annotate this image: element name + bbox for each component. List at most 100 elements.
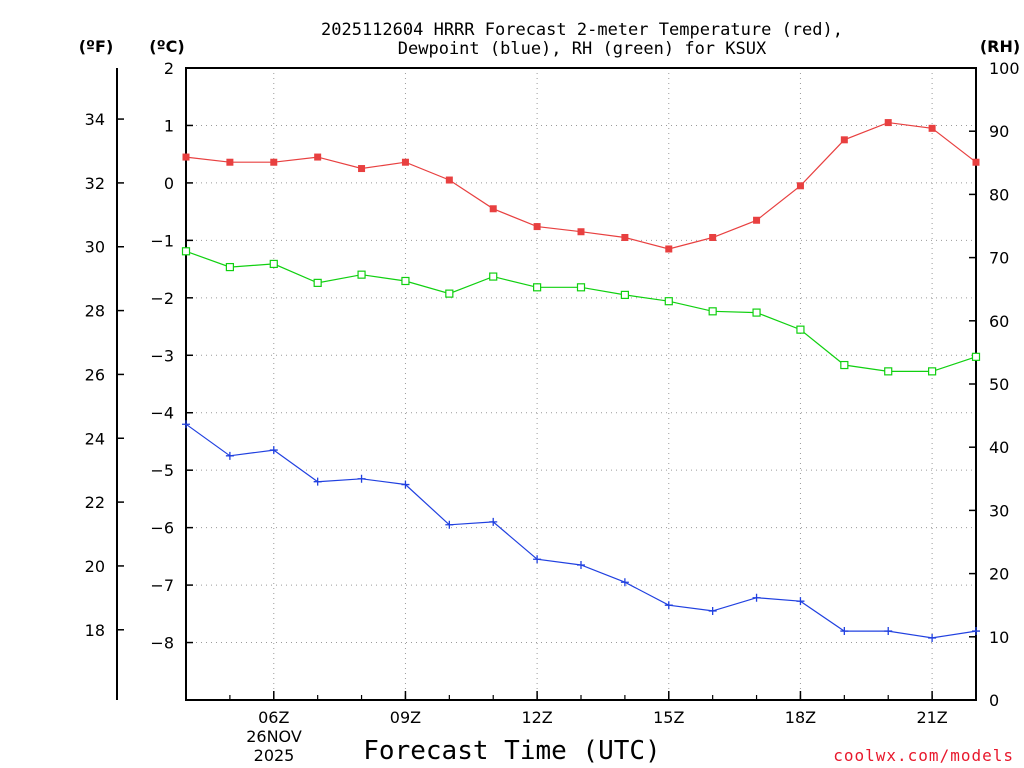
x-tick-label: 12Z: [521, 708, 552, 727]
rh-marker: [620, 290, 629, 299]
celsius-tick-label: −5: [150, 461, 174, 480]
dewpoint-marker: [664, 601, 673, 610]
x-tick-label: 21Z: [916, 708, 947, 727]
celsius-tick-label: 0: [164, 174, 174, 193]
celsius-tick-label: −7: [150, 576, 174, 595]
rh-tick-label: 40: [989, 438, 1009, 457]
rh-marker: [708, 307, 717, 316]
temperature-marker: [840, 136, 848, 144]
fahrenheit-tick-label: 34: [85, 110, 105, 129]
temperature-marker: [796, 182, 804, 190]
dewpoint-marker: [796, 597, 805, 606]
dewpoint-marker: [972, 627, 980, 636]
date-year-label: 2025: [254, 746, 295, 765]
temperature-marker: [182, 153, 190, 161]
temperature-marker: [709, 233, 717, 241]
temperature-marker: [972, 158, 980, 166]
rh-marker: [357, 270, 366, 279]
date-day-label: 26NOV: [246, 727, 302, 746]
rh-marker: [225, 262, 234, 272]
fahrenheit-tick-label: 18: [85, 621, 105, 640]
temperature-marker: [314, 153, 322, 161]
temperature-marker: [621, 233, 629, 241]
x-tick-label: 06Z: [258, 708, 289, 727]
rh-tick-label: 50: [989, 375, 1009, 394]
fahrenheit-tick-label: 28: [85, 302, 105, 321]
rh-marker: [664, 297, 673, 306]
dewpoint-marker: [357, 474, 366, 483]
temperature-marker: [928, 124, 936, 132]
celsius-tick-label: −8: [150, 634, 174, 653]
rh-line: [185, 250, 977, 372]
celsius-tick-label: 2: [164, 59, 174, 78]
rh-tick-label: 10: [989, 628, 1009, 647]
rh-tick-label: 100: [989, 59, 1020, 78]
rh-tick-label: 60: [989, 312, 1009, 331]
dewpoint-marker: [533, 555, 542, 564]
dewpoint-marker: [313, 477, 322, 486]
temperature-marker: [533, 223, 541, 231]
temperature-marker: [226, 158, 234, 166]
fahrenheit-tick-label: 20: [85, 557, 105, 576]
rh-marker: [840, 360, 849, 370]
temperature-marker: [665, 245, 673, 253]
series-rh: [181, 247, 981, 376]
dewpoint-marker: [884, 627, 893, 636]
celsius-tick-label: −6: [150, 519, 174, 538]
temperature-marker: [884, 119, 892, 127]
rh-marker: [928, 367, 937, 376]
dewpoint-marker: [708, 606, 717, 615]
dewpoint-marker: [620, 578, 629, 587]
celsius-tick-label: −4: [150, 404, 174, 423]
dewpoint-marker: [577, 560, 585, 569]
rh-tick-label: 90: [989, 122, 1009, 141]
series: [181, 119, 981, 642]
grid: [186, 67, 976, 700]
series-dewpoint: [182, 420, 980, 642]
rh-marker: [181, 247, 191, 256]
plot-frame: [185, 67, 977, 701]
temperature-marker: [358, 165, 366, 173]
temperature-marker: [270, 158, 278, 166]
fahrenheit-tick-label: 24: [85, 429, 105, 448]
fahrenheit-tick-label: 22: [85, 493, 105, 512]
rh-marker: [445, 289, 454, 298]
rh-marker: [884, 367, 893, 376]
dewpoint-marker: [928, 633, 937, 642]
rh-marker: [971, 352, 981, 361]
rh-tick-label: 30: [989, 501, 1009, 520]
chart-title-line1: 2025112604 HRRR Forecast 2-meter Tempera…: [321, 20, 843, 40]
temperature-marker: [401, 158, 409, 166]
dewpoint-line: [185, 423, 977, 639]
celsius-unit-label: (ºC): [149, 37, 184, 56]
rh-tick-label: 20: [989, 565, 1009, 584]
rh-marker: [401, 276, 410, 286]
fahrenheit-tick-label: 30: [85, 238, 105, 257]
dewpoint-marker: [752, 593, 761, 602]
x-tick-label: 15Z: [653, 708, 684, 727]
rh-marker: [752, 308, 761, 317]
rh-marker: [313, 278, 322, 287]
dewpoint-marker: [840, 627, 849, 636]
temperature-marker: [577, 228, 585, 236]
temperature-marker: [489, 205, 497, 213]
x-tick-label: 09Z: [390, 708, 421, 727]
rh-tick-label: 80: [989, 185, 1009, 204]
rh-tick-label: 70: [989, 249, 1009, 268]
temperature-marker: [445, 176, 453, 184]
fahrenheit-tick-label: 26: [85, 365, 105, 384]
celsius-tick-label: −1: [150, 231, 174, 250]
dewpoint-marker: [445, 520, 454, 529]
rh-tick-label: 0: [989, 691, 999, 710]
rh-unit-label: (RH): [980, 37, 1020, 56]
rh-marker: [576, 283, 586, 292]
celsius-tick-label: −3: [150, 346, 174, 365]
x-tick-label: 18Z: [785, 708, 816, 727]
dewpoint-marker: [401, 480, 410, 489]
x-axis-title: Forecast Time (UTC): [363, 736, 660, 766]
dewpoint-marker: [182, 420, 190, 429]
temperature-marker: [753, 216, 761, 224]
rh-marker: [489, 272, 498, 281]
credit-text: coolwx.com/models: [833, 746, 1014, 765]
